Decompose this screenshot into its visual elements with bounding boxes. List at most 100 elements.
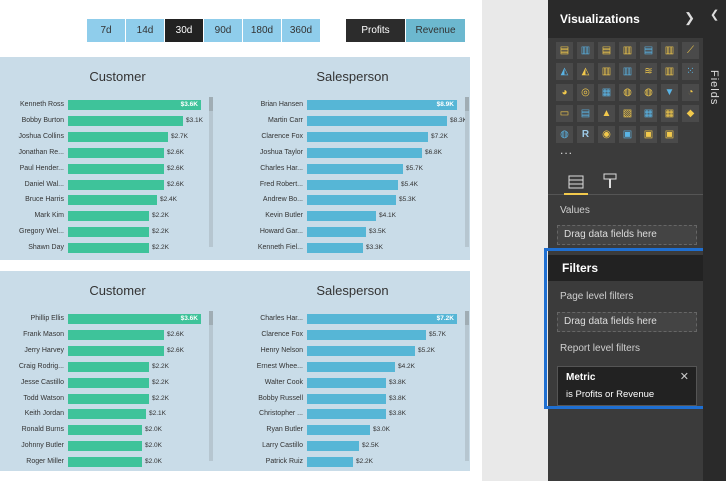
chart-scrollbar[interactable]: [465, 97, 469, 247]
bar-row[interactable]: Mark Kim $2.2K: [0, 210, 235, 222]
gauge-icon[interactable]: ◔: [682, 84, 699, 101]
bar[interactable]: [307, 211, 376, 222]
custom-visual2-icon[interactable]: ▣: [640, 126, 657, 143]
bar-row[interactable]: Ryan Butler $3.0K: [235, 424, 470, 436]
more-visuals-icon[interactable]: ...: [560, 143, 574, 157]
bar-row[interactable]: Bruce Harris $2.4K: [0, 194, 235, 206]
line-chart-icon[interactable]: ⟋: [682, 42, 699, 59]
bar[interactable]: [307, 227, 366, 238]
bar-row[interactable]: Roger Miller $2.0K: [0, 456, 235, 468]
bar-row[interactable]: Larry Castillo $2.5K: [235, 440, 470, 452]
days-slicer-button-360d[interactable]: 360d: [282, 19, 321, 42]
bar[interactable]: [68, 393, 149, 404]
bar[interactable]: [68, 314, 201, 324]
chevron-left-icon[interactable]: ❮: [710, 9, 720, 21]
bar[interactable]: [68, 441, 142, 452]
bar-row[interactable]: Christopher ... $3.8K: [235, 408, 470, 420]
bar-row[interactable]: Joshua Collins $2.7K: [0, 131, 235, 142]
bar[interactable]: [307, 393, 386, 404]
donut-icon[interactable]: ◎: [577, 84, 594, 101]
bar-row[interactable]: Kenneth Ross $3.6K: [0, 99, 235, 110]
filled-map-icon[interactable]: ◍: [640, 84, 657, 101]
bar-row[interactable]: Andrew Bo... $5.3K: [235, 194, 470, 206]
scrollbar-thumb[interactable]: [209, 311, 213, 325]
ribbon-chart-icon[interactable]: ≋: [640, 63, 657, 80]
chart-scrollbar[interactable]: [209, 97, 213, 247]
bar[interactable]: [307, 163, 403, 174]
bar[interactable]: [307, 195, 396, 206]
kpi-icon[interactable]: ▲: [598, 105, 615, 122]
bar-row[interactable]: Joshua Taylor $6.8K: [235, 147, 470, 158]
bar[interactable]: [68, 227, 149, 238]
customer-bar-chart[interactable]: Customer Kenneth Ross $3.6K Bobby Burton $3.…: [0, 57, 235, 260]
bar[interactable]: [307, 147, 422, 158]
scrollbar-thumb[interactable]: [209, 97, 213, 111]
bar[interactable]: [307, 243, 363, 254]
globe-icon[interactable]: ◉: [598, 126, 615, 143]
bar-row[interactable]: Craig Rodrig... $2.2K: [0, 361, 235, 372]
bar[interactable]: [307, 179, 398, 190]
scrollbar-thumb[interactable]: [465, 97, 469, 111]
table-icon[interactable]: ▦: [640, 105, 657, 122]
funnel-icon[interactable]: ▼: [661, 84, 678, 101]
stacked-area-icon[interactable]: ◭: [577, 63, 594, 80]
days-slicer-button-180d[interactable]: 180d: [243, 19, 282, 42]
days-slicer-button-30d[interactable]: 30d: [165, 19, 204, 42]
bar-row[interactable]: Martin Carr $8.3K: [235, 115, 470, 126]
bar[interactable]: [68, 329, 164, 340]
bar[interactable]: [307, 441, 359, 452]
bar-row[interactable]: Daniel Wal... $2.6K: [0, 179, 235, 190]
bar[interactable]: [68, 100, 201, 110]
bar[interactable]: [68, 147, 164, 158]
metric-slicer-button-profits[interactable]: Profits: [346, 19, 406, 42]
bar-row[interactable]: Jerry Harvey $2.6K: [0, 345, 235, 356]
clustered-column-icon[interactable]: ▥: [619, 42, 636, 59]
pie-chart-icon[interactable]: ◕: [556, 84, 573, 101]
metric-filter-card[interactable]: Metric is Profits or Revenue ✕: [557, 366, 697, 406]
bar[interactable]: [68, 115, 183, 126]
bar[interactable]: [68, 243, 149, 254]
line-clustered-icon[interactable]: ▥: [619, 63, 636, 80]
bar[interactable]: [307, 329, 426, 340]
page-filters-drop-zone[interactable]: Drag data fields here: [557, 312, 697, 332]
bar-row[interactable]: Clarence Fox $5.7K: [235, 329, 470, 340]
treemap-icon[interactable]: ▦: [598, 84, 615, 101]
line-column-icon[interactable]: ▥: [598, 63, 615, 80]
chart-scrollbar[interactable]: [209, 311, 213, 461]
salesperson-bar-chart[interactable]: Salesperson Charles Har... $7.2K Clarence F…: [235, 271, 470, 471]
chevron-right-icon[interactable]: ❯: [684, 10, 695, 25]
bar-row[interactable]: Bobby Burton $3.1K: [0, 115, 235, 126]
customer-bar-chart[interactable]: Customer Phillip Ellis $3.6K Frank Mason $2.…: [0, 271, 235, 471]
bar-row[interactable]: Phillip Ellis $3.6K: [0, 313, 235, 324]
matrix-icon[interactable]: ▦: [661, 105, 678, 122]
stacked-bar-icon[interactable]: ▤: [556, 42, 573, 59]
bar-row[interactable]: Howard Gar... $3.5K: [235, 226, 470, 238]
bar-row[interactable]: Ronald Burns $2.0K: [0, 424, 235, 436]
fields-tab-icon[interactable]: [564, 171, 588, 195]
map-icon[interactable]: ◍: [619, 84, 636, 101]
bar-row[interactable]: Todd Watson $2.2K: [0, 393, 235, 404]
days-slicer-button-14d[interactable]: 14d: [126, 19, 165, 42]
metric-slicer-button-revenue[interactable]: Revenue: [406, 19, 466, 42]
bar[interactable]: [68, 409, 146, 420]
bar-row[interactable]: Fred Robert... $5.4K: [235, 179, 470, 190]
bar-row[interactable]: Shawn Day $2.2K: [0, 242, 235, 254]
stacked-column-icon[interactable]: ▥: [577, 42, 594, 59]
bar[interactable]: [307, 409, 386, 420]
bar[interactable]: [68, 345, 164, 356]
r-visual-icon[interactable]: R: [577, 126, 594, 143]
bar-row[interactable]: Bobby Russell $3.8K: [235, 393, 470, 404]
scrollbar-thumb[interactable]: [465, 311, 469, 325]
days-slicer-button-7d[interactable]: 7d: [87, 19, 126, 42]
scatter-icon[interactable]: ⁙: [682, 63, 699, 80]
bar-row[interactable]: Gregory Wel... $2.2K: [0, 226, 235, 238]
card-icon[interactable]: ▭: [556, 105, 573, 122]
multirow-card-icon[interactable]: ▤: [577, 105, 594, 122]
bar[interactable]: [307, 314, 457, 324]
bar[interactable]: [307, 100, 457, 110]
bar[interactable]: [68, 131, 168, 142]
bar[interactable]: [307, 457, 353, 468]
shape-map-icon[interactable]: ◆: [682, 105, 699, 122]
bar[interactable]: [307, 131, 428, 142]
bar[interactable]: [68, 377, 149, 388]
